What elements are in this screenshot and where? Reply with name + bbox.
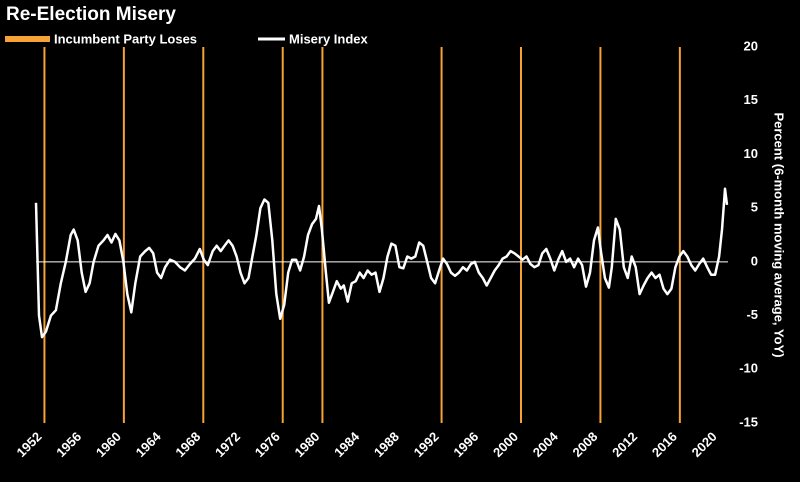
- x-tick-label: 1992: [411, 429, 442, 460]
- y-tick-label: -15: [739, 414, 758, 429]
- x-tick-label: 1964: [133, 428, 165, 460]
- legend-swatch: [5, 36, 50, 42]
- x-tick-label: 1996: [450, 429, 481, 460]
- y-axis-label: Percent (6-month moving average, YoY): [772, 112, 787, 357]
- chart-title: Re-Election Misery: [6, 4, 176, 25]
- x-tick-label: 2016: [649, 429, 680, 460]
- y-tick-label: 0: [751, 253, 758, 268]
- y-tick-label: 10: [744, 146, 758, 161]
- x-tick-label: 1960: [93, 429, 124, 460]
- legend-label: Misery Index: [289, 31, 369, 46]
- x-tick-label: 2008: [569, 429, 600, 460]
- x-tick-label: 1976: [252, 429, 283, 460]
- x-tick-label: 1980: [291, 429, 322, 460]
- x-tick-label: 1956: [53, 429, 84, 460]
- y-tick-label: 20: [744, 38, 758, 53]
- series-line: [34, 187, 729, 339]
- legend-label: Incumbent Party Loses: [54, 31, 197, 46]
- y-tick-label: 5: [751, 200, 758, 215]
- y-tick-label: -10: [739, 361, 758, 376]
- y-tick-label: 15: [744, 92, 758, 107]
- x-tick-label: 1988: [371, 429, 402, 460]
- x-tick-label: 2004: [530, 428, 562, 460]
- y-tick-label: -5: [746, 307, 758, 322]
- x-tick-label: 2020: [689, 429, 720, 460]
- x-tick-label: 2012: [609, 429, 640, 460]
- x-tick-label: 1952: [13, 429, 44, 460]
- x-tick-label: 1984: [331, 428, 363, 460]
- x-tick-label: 2000: [490, 429, 521, 460]
- x-tick-label: 1968: [172, 429, 203, 460]
- x-tick-label: 1972: [212, 429, 243, 460]
